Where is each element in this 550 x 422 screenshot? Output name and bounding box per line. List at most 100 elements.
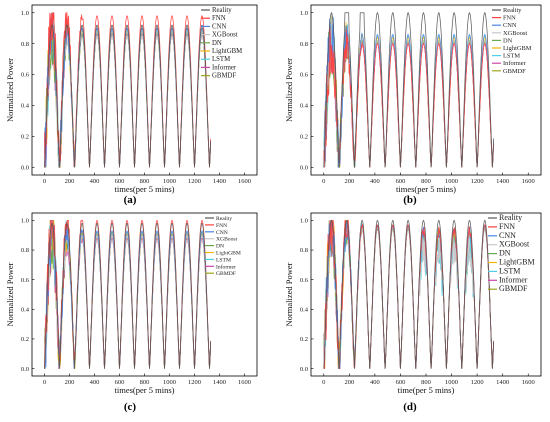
x-tick-label: 1600: [238, 379, 251, 386]
legend-label: XGBoost: [212, 32, 238, 39]
legend-label: Reality: [216, 216, 232, 222]
y-tick-label: 0.2: [21, 336, 29, 343]
y-tick-label: 0.0: [300, 366, 308, 373]
legend-label: DN: [499, 249, 511, 258]
legend-label: LightGBM: [503, 45, 532, 52]
legend-label: Informer: [503, 60, 527, 67]
y-axis-label: Normalized Power: [284, 262, 294, 326]
x-tick-label: 0: [322, 178, 325, 185]
y-tick-label: 0.8: [21, 41, 29, 48]
legend-label: LSTM: [503, 53, 520, 60]
y-tick-label: 1.0: [21, 218, 29, 225]
panel-label: (c): [124, 401, 137, 413]
y-tick-label: 0.8: [300, 41, 308, 48]
legend-label: FNN: [499, 222, 515, 231]
y-tick-label: 0.8: [300, 247, 308, 254]
x-tick-label: 0: [322, 379, 325, 386]
legend-label: Informer: [499, 275, 528, 284]
y-tick-label: 1.0: [300, 218, 308, 225]
x-axis-label: times(per 5 mins): [115, 385, 175, 395]
y-tick-label: 0.6: [21, 277, 30, 284]
legend-label: LSTM: [212, 56, 230, 63]
x-tick-label: 1600: [238, 178, 251, 185]
legend-label: GBMDF: [499, 284, 528, 293]
x-axis-label: time(per 5 mins): [398, 385, 455, 395]
series-group: [323, 219, 494, 369]
legend-label: CNN: [216, 230, 228, 236]
legend-label: Reality: [212, 7, 232, 14]
legend-label: XGBoost: [499, 240, 530, 249]
y-axis-label: Normalized Power: [5, 262, 15, 326]
legend: RealityFNNCNNXGBoostDNLightGBMLSTMInform…: [205, 216, 241, 277]
x-axis-label: times(per 5 mins): [396, 184, 456, 194]
legend-label: CNN: [503, 22, 517, 29]
chart-panel-3: 0 200 400 600 800 1000 1200 1400 1600 0.0 0.2 0.4 0.…: [5, 212, 258, 413]
x-tick-label: 400: [90, 379, 100, 386]
chart-panel-1: 0 200 400 600 800 1000 1200 1400 1600 0.0 0.2 0.4 0.…: [5, 4, 258, 206]
legend-label: Informer: [212, 64, 237, 71]
x-tick-label: 1400: [496, 178, 509, 185]
x-tick-label: 800: [140, 178, 150, 185]
x-tick-label: 600: [115, 379, 125, 386]
y-tick-label: 0.2: [300, 336, 308, 343]
legend-label: LSTM: [216, 257, 231, 263]
legend-label: CNN: [499, 231, 516, 240]
y-axis-label: Normalized Power: [5, 58, 15, 122]
legend-label: LightGBM: [499, 258, 535, 267]
panel-label: (a): [124, 194, 137, 206]
y-tick-label: 0.4: [21, 103, 30, 110]
x-tick-label: 200: [65, 178, 75, 185]
x-tick-label: 1400: [213, 379, 226, 386]
series-line-reality: [44, 222, 211, 369]
x-tick-label: 1000: [445, 379, 458, 386]
x-tick-label: 1000: [445, 178, 458, 185]
y-tick-label: 0.0: [300, 164, 308, 171]
x-tick-label: 1600: [522, 379, 535, 386]
legend-label: XGBoost: [503, 30, 527, 37]
y-tick-label: 0.0: [21, 164, 29, 171]
legend-label: Informer: [216, 263, 236, 270]
legend: RealityFNNCNNXGBoostDNLightGBMLSTMInform…: [492, 7, 532, 75]
y-tick-label: 1.0: [21, 10, 29, 17]
legend-label: GBMDF: [503, 68, 526, 75]
x-tick-label: 1400: [496, 379, 509, 386]
x-tick-label: 800: [140, 379, 150, 386]
x-tick-label: 1400: [213, 178, 226, 185]
y-tick-label: 0.0: [21, 366, 29, 373]
x-tick-label: 0: [43, 379, 46, 386]
legend-label: Reality: [503, 7, 522, 14]
x-tick-label: 1000: [163, 178, 176, 185]
panel-label: (d): [403, 401, 417, 413]
legend-label: GBMDF: [216, 271, 236, 277]
legend-label: XGBoost: [216, 237, 238, 243]
y-tick-label: 1.0: [300, 10, 308, 17]
x-tick-label: 1600: [522, 178, 535, 185]
series-line-fnn: [323, 27, 494, 168]
x-tick-label: 200: [344, 178, 354, 185]
y-tick-label: 0.2: [21, 134, 29, 141]
legend-label: FNN: [216, 223, 227, 229]
legend-label: FNN: [503, 15, 516, 22]
y-tick-label: 0.8: [21, 247, 29, 254]
x-tick-label: 400: [370, 379, 380, 386]
legend: RealityFNNCNNXGBoostDNLightGBMLSTMInform…: [201, 7, 242, 80]
series-group: [44, 12, 211, 168]
x-tick-label: 1200: [188, 178, 201, 185]
y-axis-label: Normalized Power: [284, 58, 294, 122]
x-tick-label: 1000: [163, 379, 176, 386]
y-tick-label: 0.4: [300, 103, 309, 110]
legend-label: DN: [212, 40, 222, 47]
y-tick-label: 0.4: [21, 307, 30, 314]
y-tick-label: 0.4: [300, 307, 309, 314]
x-tick-label: 1200: [471, 379, 484, 386]
x-tick-label: 0: [43, 178, 46, 185]
x-tick-label: 800: [421, 379, 431, 386]
x-tick-label: 600: [396, 379, 406, 386]
x-tick-label: 200: [65, 379, 75, 386]
chart-panel-2: 0 200 400 600 800 1000 1200 1400 1600 0.0 0.2 0.4 0.…: [284, 4, 542, 206]
y-tick-label: 0.6: [21, 72, 30, 79]
legend-label: DN: [216, 244, 224, 250]
chart-panel-4: 0 200 400 600 800 1000 1200 1400 1600 0.0 0.2 0.4 0.…: [284, 212, 542, 413]
y-tick-label: 0.6: [300, 277, 309, 284]
